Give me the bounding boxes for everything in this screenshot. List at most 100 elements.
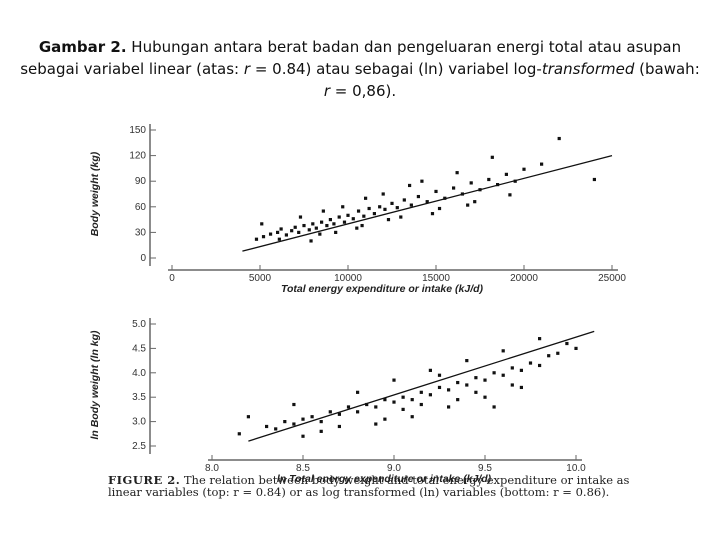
chart1-y-axis-label: Body weight (kg) [89, 151, 101, 236]
chart2-data-point [437, 373, 442, 377]
caption-r1-var: r [243, 60, 251, 78]
chart1-data-point [268, 232, 273, 236]
chart1-data-point [277, 237, 281, 241]
chart1-data-point [504, 172, 508, 176]
caption: Gambar 2. Hubungan antara berat badan da… [20, 36, 700, 102]
chart2-regression-line [248, 330, 595, 442]
chart2-data-point [474, 376, 478, 380]
chart2-data-point [365, 402, 369, 407]
figure-caption-label: FIGURE 2. [108, 473, 181, 487]
chart2-data-point [510, 383, 514, 387]
chart2-data-point [419, 402, 423, 407]
chart2-data-point [538, 337, 542, 341]
chart2-data-point [456, 380, 460, 385]
chart2-data-point [274, 427, 278, 431]
chart2-x-tick-label: 10.0 [566, 463, 586, 474]
chart2-data-point [447, 388, 451, 392]
figure-caption-text: The relation between body weight and tot… [108, 473, 630, 499]
chart1-x-tick-label: 15000 [422, 273, 450, 284]
chart2-x-tick-label: 8.0 [205, 463, 219, 474]
chart1-x-tick-label: 5000 [249, 273, 272, 284]
chart1-data-point [337, 215, 341, 219]
chart2-y-axis-label: ln Body weight (ln kg) [89, 330, 101, 440]
chart2-data-point [292, 402, 296, 407]
chart2-data-point [356, 410, 360, 414]
chart1-data-point [325, 223, 329, 228]
chart1-data-point [381, 192, 385, 196]
chart1-data-point [362, 214, 366, 218]
chart1-data-point [276, 230, 280, 234]
chart2-data-point [419, 390, 423, 394]
chart2-data-point [519, 385, 523, 390]
chart2-data-point [483, 395, 487, 399]
chart1-data-point [318, 232, 322, 236]
chart1-x-tick-label: 10000 [334, 273, 362, 284]
chart1-data-point [383, 207, 387, 211]
chart1-data-point [307, 228, 311, 232]
chart2-data-point [319, 429, 323, 433]
chart2-x-tick-label: 9.0 [387, 463, 401, 474]
chart1-data-point [356, 209, 361, 213]
chart2-data-point [547, 354, 551, 358]
chart2-data-point [510, 366, 514, 370]
chart2-data-point [447, 405, 451, 409]
chart1-data-point [420, 179, 424, 183]
chart2-data-point [492, 371, 496, 375]
chart2-y-tick-label: 3.0 [132, 417, 146, 428]
chart2-y-tick-label: 2.5 [132, 441, 146, 452]
chart1-data-point [434, 189, 438, 194]
figure-caption: FIGURE 2. The relation between body weig… [108, 474, 648, 498]
chart1-data-point [508, 193, 512, 197]
chart1-data-point [395, 206, 399, 210]
caption-r2-var: r [323, 82, 331, 100]
chart2-data-point [392, 378, 396, 382]
chart2-data-point [428, 393, 432, 397]
chart2-data-point [556, 351, 560, 355]
chart2-y-tick-label: 3.5 [132, 392, 146, 403]
chart2-data-point [410, 398, 414, 402]
caption-text-1: Hubungan antara berat badan dan pengelua… [20, 38, 682, 78]
chart1-data-point [473, 200, 477, 204]
chart1-data-point [321, 209, 325, 213]
chart1-data-point [540, 162, 544, 166]
chart2-data-point [283, 420, 287, 424]
chart2-data-point [501, 349, 505, 353]
chart1-data-point [334, 230, 338, 234]
chart1-data-point [469, 181, 473, 185]
chart2-data-point [483, 378, 487, 382]
chart2-data-point [465, 383, 469, 387]
chart1-data-point [351, 217, 355, 221]
chart1-data-point [466, 203, 470, 207]
chart1-data-point [409, 203, 413, 207]
chart2-data-point [319, 420, 323, 424]
chart1-data-point [408, 183, 412, 188]
chart1-data-point [430, 212, 435, 216]
chart1-data-point [309, 239, 313, 243]
chart1-data-point [360, 223, 364, 228]
chart1-data-point [557, 136, 561, 141]
chart2-data-point [428, 368, 432, 372]
chart2-data-point [346, 405, 351, 409]
chart1-data-point [320, 220, 324, 224]
chart1-data-point [279, 227, 283, 231]
chart1-data-point [386, 218, 391, 222]
chart2-data-point [401, 407, 405, 411]
caption-r2-value: = 0,86). [330, 82, 397, 100]
chart1-data-point [290, 229, 294, 233]
chart1-data-point [416, 194, 420, 199]
chart1-data-point [297, 230, 301, 234]
chart1-data-point [332, 222, 336, 226]
chart1-data-point [261, 235, 266, 239]
chart1-y-tick-label: 30 [135, 227, 147, 238]
chart2-data-point [574, 346, 578, 350]
chart1-x-tick-label: 0 [169, 273, 175, 284]
chart2-data-point [501, 373, 505, 377]
chart1-data-point [302, 223, 306, 228]
chart1-y-tick-label: 0 [140, 253, 146, 264]
chart2-data-point [437, 385, 442, 390]
chart2-y-tick-label: 5.0 [132, 319, 146, 330]
chart2-data-point [328, 410, 332, 414]
chart1-data-point [487, 177, 491, 182]
chart2-data-point [337, 424, 341, 429]
